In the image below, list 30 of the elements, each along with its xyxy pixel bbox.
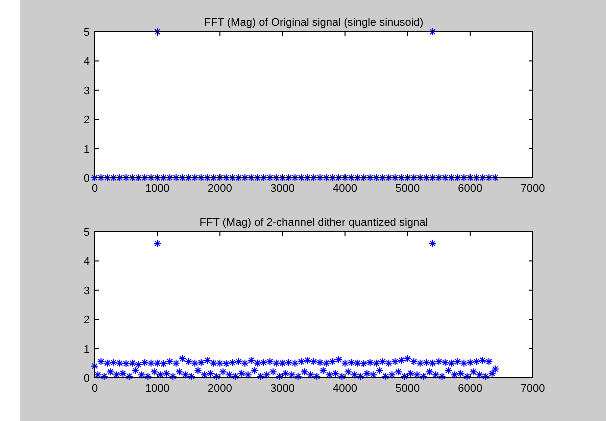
x-tick-label: 4000 [333, 183, 358, 195]
x-tick-label: 2000 [208, 183, 232, 195]
x-tick-label: 1000 [145, 383, 170, 395]
x-tick-label: 7000 [520, 183, 546, 195]
x-tick-label: 0 [92, 183, 98, 195]
y-tick-label: 2 [84, 314, 90, 327]
chart-title: FFT (Mag) of Original signal (single sinusoid) [204, 17, 424, 29]
x-tick-label: 0 [92, 383, 98, 395]
x-tick-label: 5000 [396, 183, 420, 195]
x-tick-label: 2000 [208, 383, 232, 395]
y-tick-label: 1 [84, 144, 90, 156]
y-tick-label: 0 [84, 173, 90, 185]
x-tick-label: 5000 [396, 383, 420, 395]
y-tick-label: 2 [84, 114, 90, 127]
chart-title: FFT (Mag) of 2-channel dither quantized signal [200, 217, 428, 229]
y-tick-label: 4 [84, 256, 90, 268]
x-tick-label: 3000 [270, 383, 295, 395]
y-tick-label: 5 [84, 27, 90, 39]
y-tick-label: 0 [84, 373, 90, 385]
x-tick-label: 6000 [458, 183, 483, 195]
x-tick-label: 7000 [520, 383, 546, 395]
y-tick-label: 4 [84, 56, 90, 68]
x-tick-label: 3000 [270, 183, 295, 195]
y-tick-label: 3 [84, 85, 90, 98]
y-tick-label: 5 [84, 227, 90, 239]
y-tick-label: 1 [84, 344, 90, 356]
x-tick-label: 1000 [145, 183, 170, 195]
y-tick-label: 3 [84, 285, 90, 298]
x-tick-label: 4000 [333, 383, 358, 395]
x-tick-label: 6000 [458, 383, 483, 395]
